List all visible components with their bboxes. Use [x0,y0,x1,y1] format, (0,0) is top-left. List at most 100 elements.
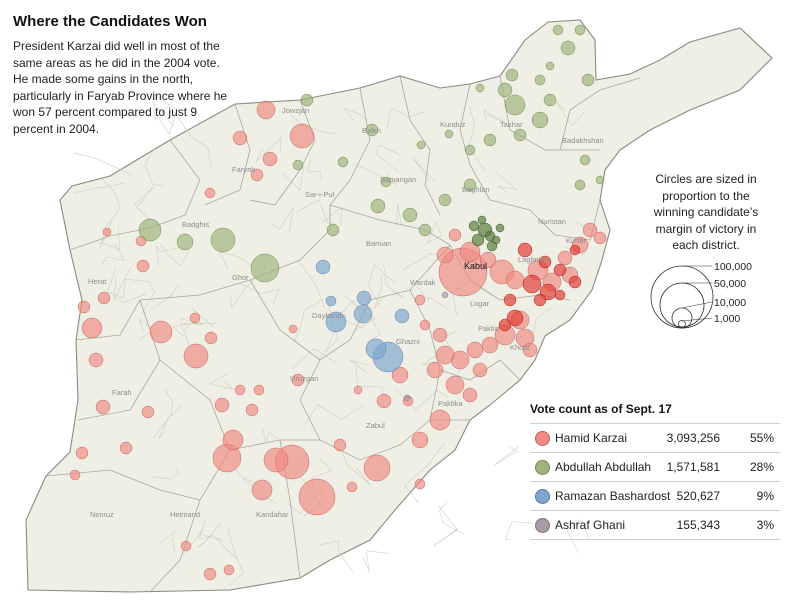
candidate-name: Ashraf Ghani [555,518,626,532]
district-result-circle-127 [522,274,542,294]
intro-text: President Karzai did well in most of the… [13,39,228,136]
district-result-circle-3 [448,228,462,242]
district-result-circle-43 [88,352,104,368]
district-result-circle-70 [376,393,392,409]
district-result-circle-110 [534,74,546,86]
district-border-30 [153,389,174,438]
district-result-circle-93 [438,193,452,207]
candidate-votes: 155,343 [676,518,720,532]
province-border-4 [399,75,441,216]
district-border-38 [107,268,126,299]
district-result-circle-82 [505,68,519,82]
place-label-ghor: Ghor [232,273,249,282]
district-border-73 [566,519,590,553]
district-result-circle-58 [289,123,315,149]
district-border-46 [73,152,132,175]
district-border-82 [227,528,244,587]
district-border-4 [157,530,176,554]
scale-label-1000: 1,000 [714,313,741,325]
district-border-88 [433,505,458,547]
place-label-badakhshan: Badakhshan [562,136,604,145]
province-border-11 [75,299,141,341]
district-border-59 [172,322,217,337]
district-result-circle-4 [479,251,497,269]
district-result-circle-1 [459,241,481,263]
district-result-circle-117 [477,215,487,225]
district-border-48 [322,206,343,226]
place-label-sar-i-pul: Sar-i-Pul [305,190,335,199]
district-border-52 [304,404,363,426]
district-result-circle-100 [326,223,340,237]
district-border-53 [240,283,280,304]
district-border-10 [343,107,368,122]
place-label-herat: Herat [88,277,107,286]
scale-circle-1000 [678,320,686,328]
place-labels: Jowzjan Balkh Kunduz Takhar Badakhshan F… [88,106,604,519]
candidate-swatch-bashardost [535,489,550,504]
place-label-jowzjan: Jowzjan [282,106,309,115]
district-result-circle-94 [402,207,418,223]
district-border-71 [438,502,464,535]
district-border-33 [218,251,255,269]
page-title: Where the Candidates Won [13,13,207,30]
candidate-swatch-ghani [535,518,550,533]
province-border-5 [459,83,491,201]
district-result-circle-91 [464,144,476,156]
district-result-circle-92 [463,178,477,192]
district-border-89 [483,110,507,124]
place-label-daykondi: Daykondi [312,311,344,320]
district-result-circle-45 [119,441,133,455]
district-result-circle-115 [468,220,480,232]
district-result-circle-51 [204,331,218,345]
district-border-27 [496,172,519,191]
district-result-circle-42 [97,291,111,305]
district-result-circle-38 [183,343,209,369]
district-border-2 [412,157,436,182]
district-border-65 [493,445,519,466]
district-result-circle-101 [292,159,304,171]
district-result-circle-85 [560,40,576,56]
district-result-circle-65 [203,567,217,581]
district-result-circle-41 [77,300,91,314]
district-border-15 [290,115,338,134]
district-result-circle-88 [581,73,595,87]
district-result-circle-120 [365,338,387,360]
place-label-faryab: Faryab [232,165,255,174]
district-result-circle-116 [495,223,505,233]
district-result-circle-57 [232,130,248,146]
district-result-circle-50 [234,384,246,396]
scale-circle-10000 [671,307,693,329]
district-result-circle-23 [445,375,465,395]
legend-row-abdullah: Abdullah Abdullah 1,571,581 28% [530,453,780,482]
district-result-circle-136 [503,293,517,307]
district-border-61 [342,451,371,485]
district-result-circle-139 [403,394,411,402]
district-border-39 [307,157,322,181]
place-label-ghazni: Ghazni [396,337,420,346]
district-border-41 [375,144,400,173]
legend-row-karzai: Hamid Karzai 3,093,256 55% [530,424,780,453]
district-result-circle-107 [444,129,454,139]
candidate-swatch-abdullah [535,460,550,475]
district-result-circle-78 [138,218,162,242]
district-border-68 [75,182,126,194]
district-result-circle-90 [483,133,497,147]
place-label-khost: Khost [510,343,530,352]
district-result-circle-24 [472,362,488,378]
district-result-circle-138 [554,289,566,301]
candidate-percent: 55% [749,431,774,445]
candidate-votes: 520,627 [676,489,720,503]
province-border-2 [249,99,316,206]
candidate-percent: 28% [749,460,774,474]
district-result-circle-56 [256,100,276,120]
province-border-7 [329,204,451,246]
district-result-circle-61 [204,187,216,199]
district-result-circle-77 [210,227,236,253]
district-result-circle-40 [81,317,103,339]
district-result-circle-106 [475,83,485,93]
district-border-21 [319,540,354,572]
legend-row-bashardost: Ramazan Bashardost 520,627 9% [530,482,780,511]
district-result-circle-11 [582,222,598,238]
district-result-circle-130 [568,275,582,289]
